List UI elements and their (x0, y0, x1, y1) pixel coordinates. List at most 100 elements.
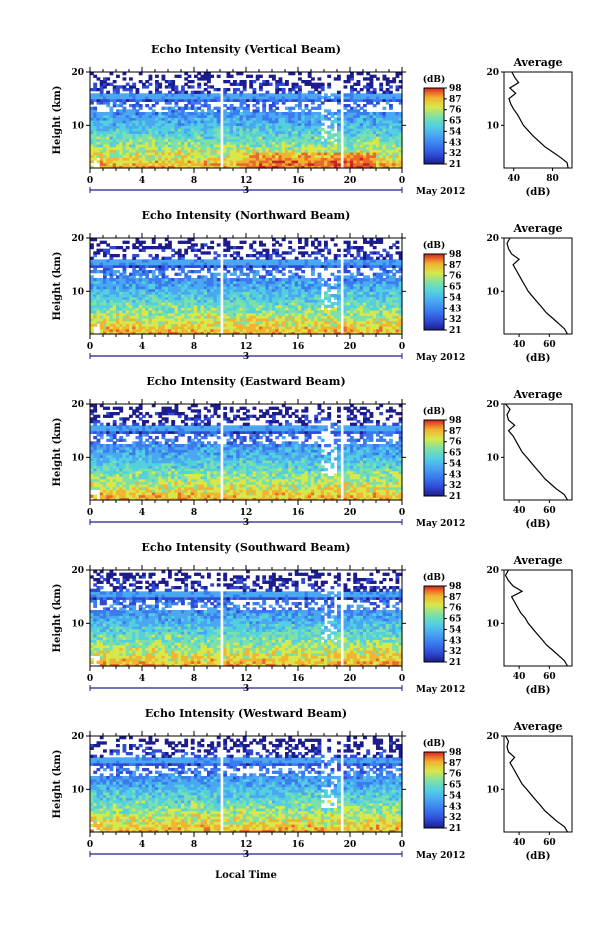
heatmap-cell (346, 96, 351, 100)
heatmap-cell (181, 296, 185, 300)
heatmap-cell (249, 160, 254, 164)
heatmap-cell (249, 128, 254, 132)
heatmap-cell (106, 122, 111, 126)
heatmap-cell (252, 96, 257, 100)
heatmap-cell (268, 104, 273, 108)
heatmap-cell (307, 149, 312, 153)
heatmap-cell (151, 304, 156, 308)
heatmap-cell (96, 307, 101, 311)
heatmap-cell (184, 312, 189, 316)
heatmap-cell (278, 160, 283, 164)
heatmap-cell (138, 318, 143, 322)
heatmap-cell (142, 93, 146, 97)
heatmap-cell (233, 256, 237, 260)
heatmap-cell (265, 328, 270, 332)
heatmap-cell (298, 88, 302, 92)
heatmap-cell (93, 112, 98, 116)
heatmap-cell (385, 152, 390, 156)
heatmap-cell (174, 307, 179, 311)
heatmap-cell (181, 328, 185, 332)
heatmap-cell (255, 74, 260, 78)
heatmap-cell (132, 312, 137, 316)
heatmap-cell (148, 154, 153, 158)
heatmap-cell (268, 318, 273, 322)
heatmap-cell (252, 294, 257, 298)
heatmap-cell (164, 138, 169, 142)
heatmap-cell (398, 125, 403, 129)
panel-0: Echo Intensity (Vertical Beam)1020Height… (52, 43, 573, 198)
heatmap-cell (129, 112, 133, 116)
heatmap-cell (265, 272, 270, 276)
heatmap-cell (99, 114, 104, 118)
heatmap-cell (187, 149, 192, 153)
heatmap-cell (242, 323, 247, 327)
heatmap-cell (213, 312, 218, 316)
heatmap-cell (226, 138, 231, 142)
heatmap-cell (103, 304, 107, 308)
heatmap-cell (226, 286, 231, 290)
heatmap-cell (145, 246, 150, 250)
heatmap-cell (294, 162, 299, 166)
heatmap-cell (194, 101, 198, 105)
heatmap-cell (285, 331, 289, 335)
heatmap-cell (168, 310, 172, 314)
heatmap-cell (252, 154, 257, 158)
heatmap-cell (132, 112, 137, 116)
heatmap-cell (187, 130, 192, 134)
heatmap-cell (233, 331, 237, 335)
heatmap-cell (200, 130, 205, 134)
heatmap-cell (96, 294, 101, 298)
heatmap-cell (382, 146, 387, 150)
heatmap-cell (236, 114, 241, 118)
heatmap-cell (281, 157, 286, 161)
heatmap-cell (109, 128, 114, 132)
heatmap-cell (190, 152, 195, 156)
heatmap-cell (138, 272, 143, 276)
heatmap-cell (239, 331, 244, 335)
heatmap-cell (158, 136, 163, 140)
heatmap-cell (320, 141, 325, 145)
heatmap-cell (255, 133, 260, 137)
heatmap-cell (142, 120, 146, 124)
heatmap-cell (171, 315, 176, 319)
heatmap-cell (151, 264, 156, 268)
heatmap-cell (281, 291, 286, 295)
heatmap-cell (132, 272, 137, 276)
heatmap-cell (135, 283, 140, 287)
heatmap-cell (311, 82, 315, 86)
heatmap-cell (174, 98, 179, 102)
heatmap-cell (184, 106, 189, 110)
heatmap-cell (116, 149, 120, 153)
heatmap-cell (197, 275, 202, 279)
heatmap-cell (246, 162, 250, 166)
heatmap-cell (311, 141, 315, 145)
heatmap-cell (213, 154, 218, 158)
heatmap-cell (369, 98, 374, 102)
heatmap-cell (119, 310, 124, 314)
heatmap-cell (366, 93, 371, 97)
heatmap-cell (142, 98, 146, 102)
heatmap-cell (285, 286, 289, 290)
heatmap-cell (200, 259, 205, 263)
heatmap-cell (145, 144, 150, 148)
heatmap-cell (142, 96, 146, 100)
heatmap-cell (203, 112, 208, 116)
heatmap-cell (262, 125, 267, 129)
heatmap-cell (262, 320, 267, 324)
heatmap-cell (343, 146, 348, 150)
heatmap-cell (151, 117, 156, 121)
heatmap-cell (259, 310, 263, 314)
heatmap-cell (281, 162, 286, 166)
heatmap-cell (366, 146, 371, 150)
heatmap-cell (93, 262, 98, 266)
heatmap-cell (278, 141, 283, 145)
heatmap-cell (272, 114, 276, 118)
heatmap-cell (288, 136, 293, 140)
heatmap-cell (275, 248, 280, 252)
heatmap-cell (275, 136, 280, 140)
heatmap-cell (99, 294, 104, 298)
heatmap-cell (106, 328, 111, 332)
heatmap-cell (132, 254, 137, 258)
heatmap-cell (382, 136, 387, 140)
heatmap-cell (135, 272, 140, 276)
